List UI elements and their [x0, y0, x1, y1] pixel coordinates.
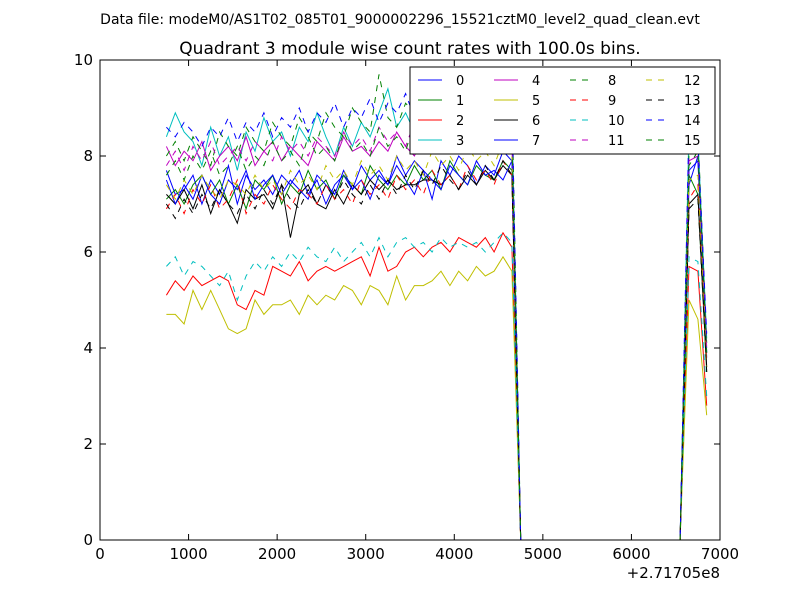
legend-label-15: 15	[684, 134, 701, 149]
y-tick-label: 0	[83, 531, 93, 549]
y-tick-label: 6	[83, 243, 93, 261]
legend-label-8: 8	[608, 74, 616, 89]
x-tick-label: 4000	[435, 545, 473, 563]
legend-label-13: 13	[684, 94, 701, 109]
x-tick-label: 2000	[258, 545, 296, 563]
x-tick-label: 6000	[612, 545, 650, 563]
y-tick-label: 10	[74, 51, 93, 69]
legend-label-3: 3	[456, 134, 464, 149]
plot-frame	[99, 59, 721, 541]
series-line-9	[165, 159, 708, 541]
legend-label-0: 0	[456, 74, 464, 89]
legend-label-10: 10	[608, 114, 625, 129]
x-offset-label: +2.71705e8	[627, 564, 720, 582]
series-line-15	[165, 111, 708, 541]
legend-label-4: 4	[532, 74, 540, 89]
legend-box	[409, 66, 716, 155]
legend-label-5: 5	[532, 94, 540, 109]
legend-label-7: 7	[532, 134, 540, 149]
x-tick-label: 0	[95, 545, 105, 563]
data-file-title: Data file: modeM0/AS1T02_085T01_90000022…	[100, 12, 700, 28]
legend-label-11: 11	[608, 134, 625, 149]
y-tick-label: 8	[83, 147, 93, 165]
chart-title: Quadrant 3 module wise count rates with …	[179, 39, 640, 59]
series-line-10	[166, 232, 708, 541]
x-tick-label: 5000	[524, 545, 562, 563]
series-line-12	[165, 140, 708, 541]
x-tick-label: 3000	[347, 545, 385, 563]
legend-label-9: 9	[608, 94, 616, 109]
legend-label-14: 14	[684, 114, 701, 129]
x-tick-label: 1000	[169, 545, 207, 563]
legend-label-1: 1	[456, 94, 464, 109]
y-tick-label: 4	[83, 339, 93, 357]
y-tick-label: 2	[83, 435, 93, 453]
x-tick-label: 7000	[701, 545, 739, 563]
legend-label-6: 6	[532, 114, 540, 129]
legend-label-2: 2	[456, 114, 464, 129]
legend-label-12: 12	[684, 74, 701, 89]
